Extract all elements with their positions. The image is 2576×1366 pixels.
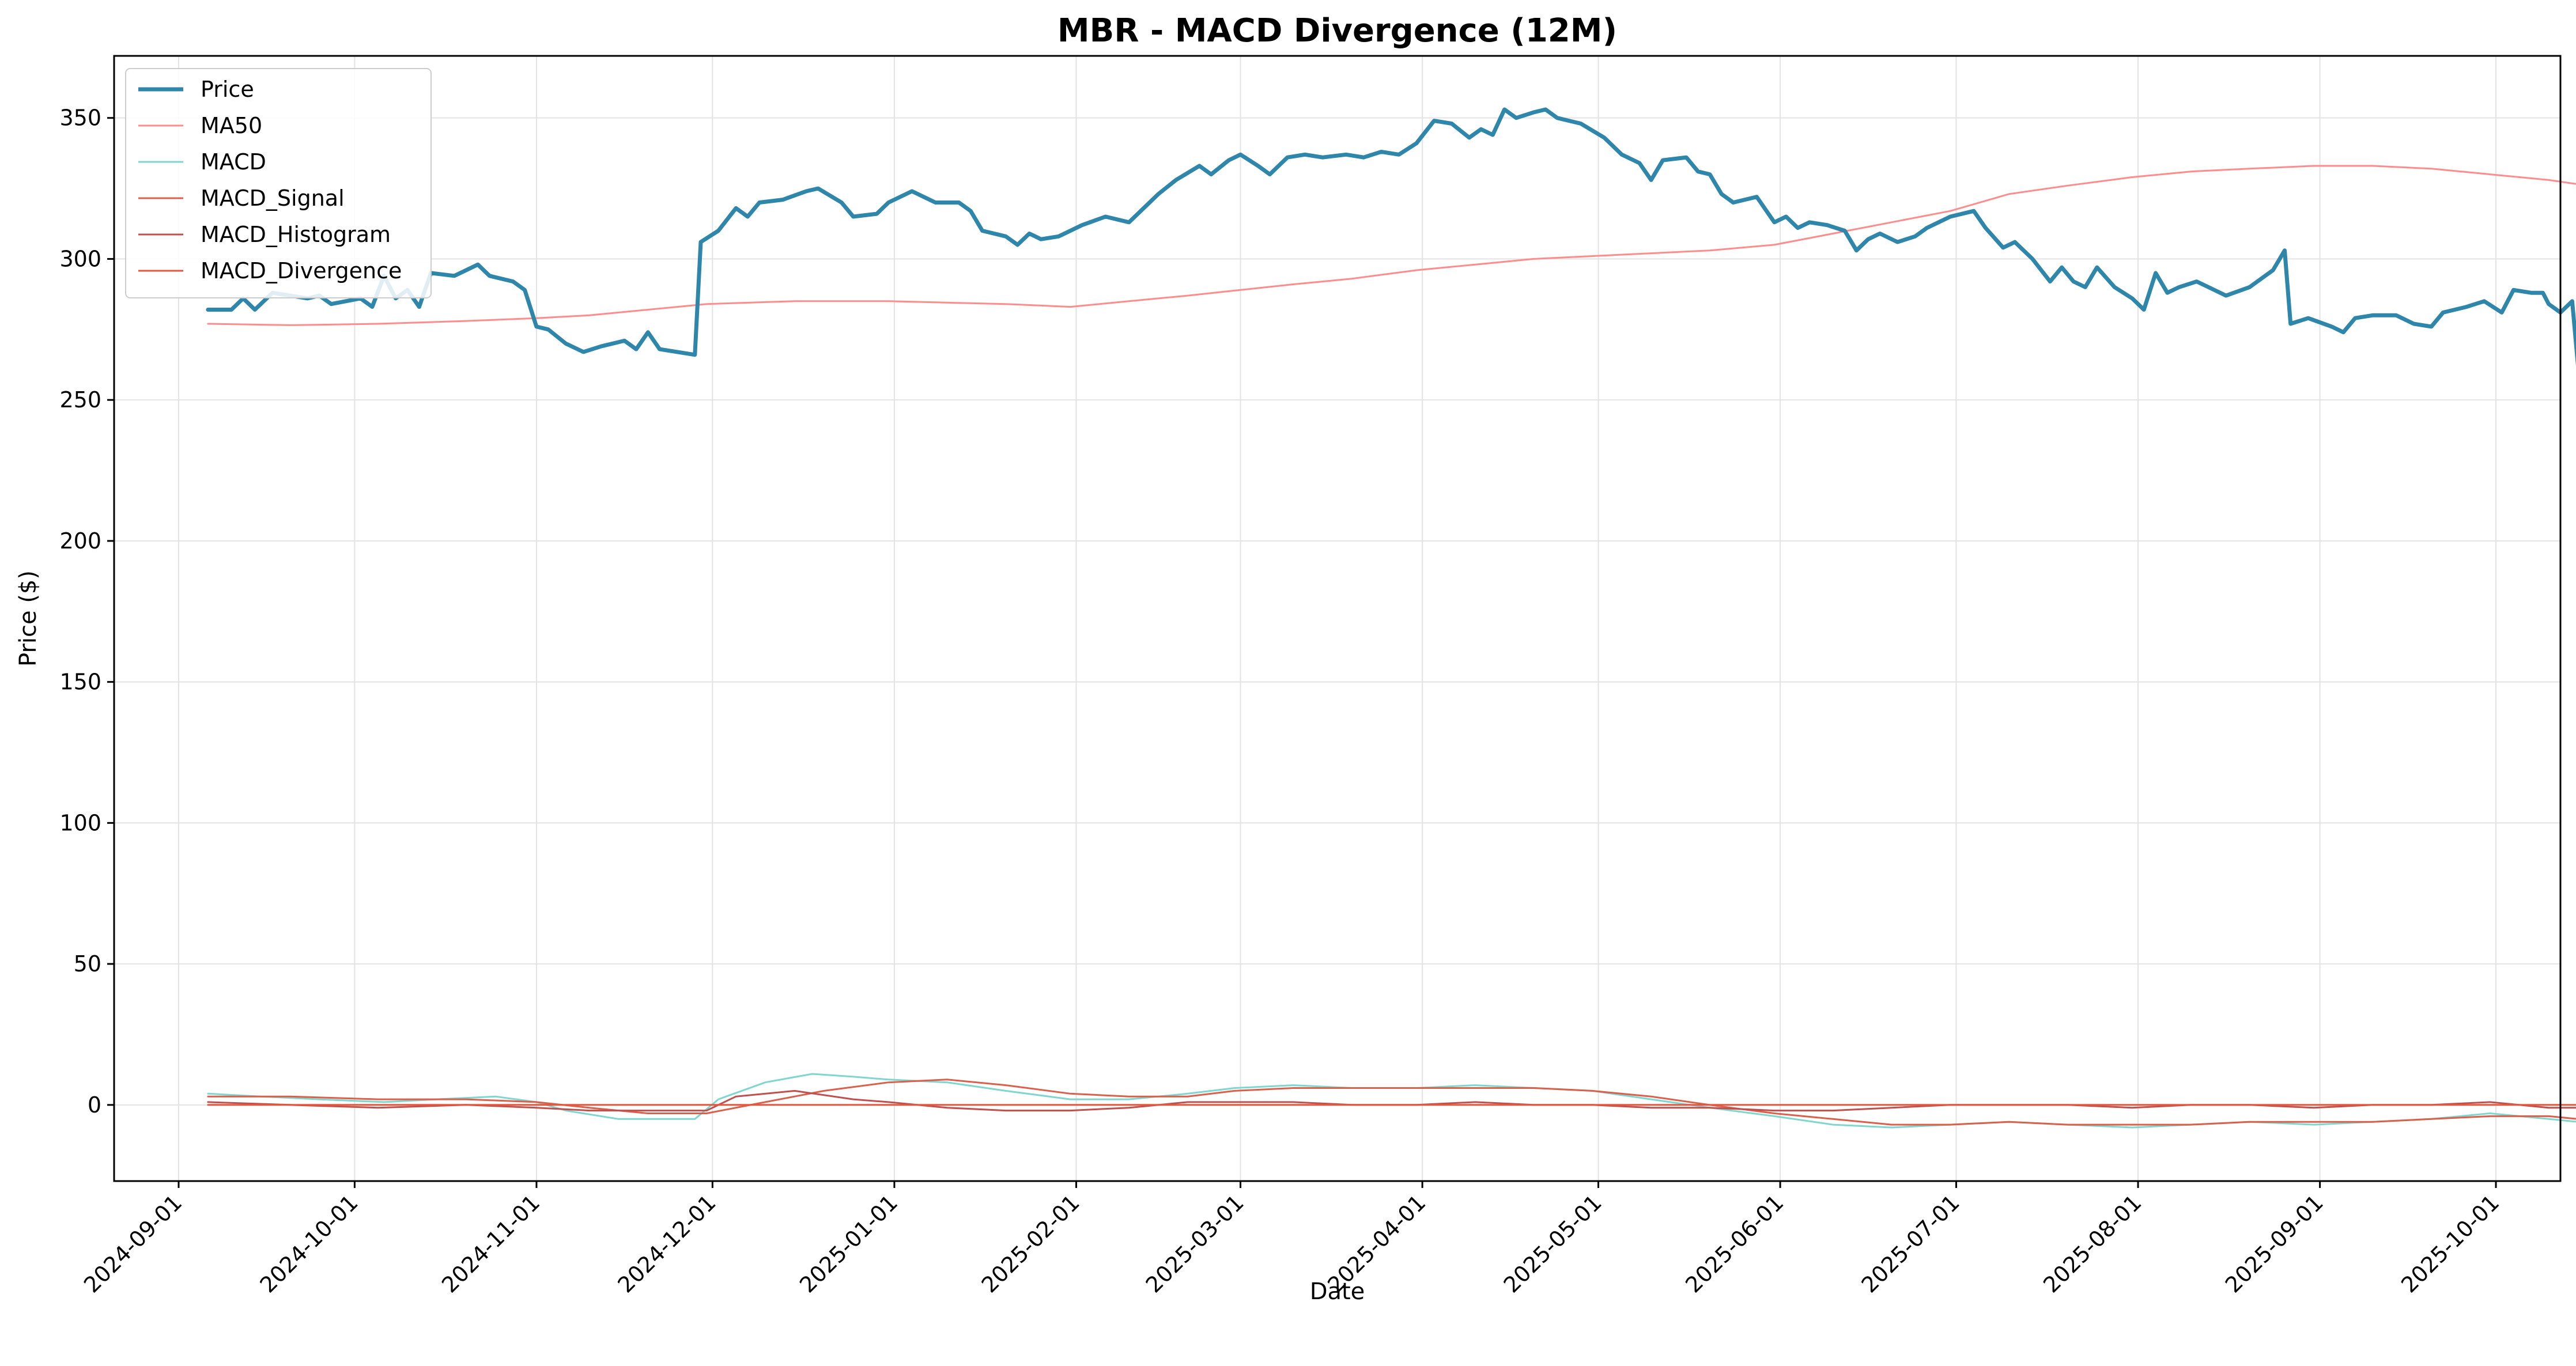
y-tick-label: 300 xyxy=(59,246,101,271)
legend-entry: MACD_Divergence xyxy=(201,258,402,283)
y-tick-label: 150 xyxy=(59,669,101,695)
y-tick-label: 0 xyxy=(88,1092,101,1118)
chart-title: MBR - MACD Divergence (12M) xyxy=(1057,12,1617,50)
y-tick-label: 200 xyxy=(59,528,101,554)
y-tick-label: 250 xyxy=(59,387,101,413)
legend-entry: MACD xyxy=(201,149,266,175)
y-tick-label: 350 xyxy=(59,105,101,131)
legend-entry: MA50 xyxy=(201,113,262,138)
legend-box xyxy=(125,68,432,298)
series-layer xyxy=(206,107,2576,1129)
series-line-price xyxy=(206,107,2576,366)
series-line-macd-signal xyxy=(207,1079,2576,1126)
x-axis-label: Date xyxy=(1310,1278,1365,1305)
legend: Price MA50 MACD MACD_Signal MACD_Histogram MA… xyxy=(125,68,432,298)
legend-entry: MACD_Signal xyxy=(201,186,345,211)
series-line-ma50 xyxy=(207,165,2576,326)
y-axis-label: Price ($) xyxy=(15,570,41,667)
legend-entry: MACD_Histogram xyxy=(201,222,391,247)
y-tick-label: 50 xyxy=(74,951,101,977)
y-tick-label: 100 xyxy=(59,810,101,835)
plot-frame xyxy=(113,55,2562,1182)
series-line-macd xyxy=(207,1073,2576,1129)
legend-entry: Price xyxy=(201,77,254,102)
